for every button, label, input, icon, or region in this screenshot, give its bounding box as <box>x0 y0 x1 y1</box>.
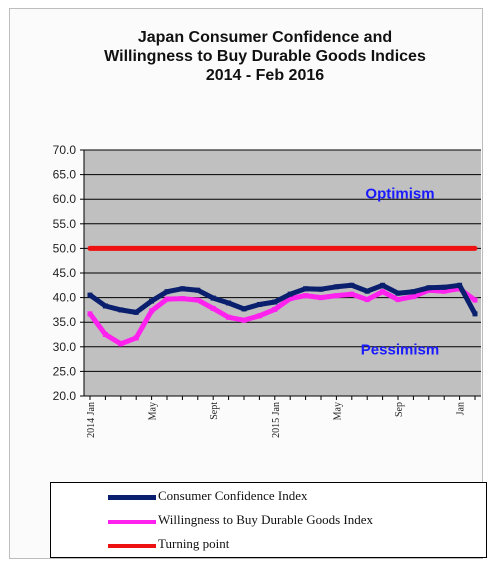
data-point-consumer-confidence-2014-02 <box>102 303 108 309</box>
data-point-durable-goods-2014-02 <box>102 332 108 337</box>
data-point-durable-goods-2015-08 <box>380 289 386 295</box>
data-point-durable-goods-2014-10 <box>226 314 232 320</box>
data-point-consumer-confidence-2015-06 <box>349 282 355 288</box>
data-point-durable-goods-2014-09 <box>210 305 216 311</box>
data-point-durable-goods-2015-10 <box>410 294 416 300</box>
y-tick-label-45.0: 45.0 <box>53 266 77 280</box>
legend-item-turning-point: Turning point <box>51 535 486 555</box>
y-tick-label-30.0: 30.0 <box>53 340 77 354</box>
data-point-durable-goods-2015-06 <box>349 291 355 297</box>
legend-item-durable-goods: Willingness to Buy Durable Goods Index <box>51 511 486 531</box>
data-point-durable-goods-2014-12 <box>256 313 262 319</box>
data-point-durable-goods-2015-03 <box>303 293 309 299</box>
data-point-durable-goods-2015-02 <box>287 296 293 302</box>
legend-item-consumer-confidence: Consumer Confidence Index <box>51 487 486 507</box>
data-point-durable-goods-2014-03 <box>118 341 124 347</box>
data-point-consumer-confidence-2014-08 <box>195 287 201 293</box>
data-point-durable-goods-2015-04 <box>318 295 324 301</box>
data-point-consumer-confidence-2014-04 <box>133 309 139 315</box>
data-point-consumer-confidence-2014-07 <box>179 286 185 292</box>
y-tick-label-40.0: 40.0 <box>53 291 77 305</box>
data-point-consumer-confidence-2014-12 <box>256 301 262 307</box>
data-point-consumer-confidence-2014-11 <box>241 306 247 312</box>
y-tick-label-35.0: 35.0 <box>53 315 77 329</box>
annotation-pessimism: Pessimism <box>361 341 439 358</box>
legend-label-turning-point: Turning point <box>158 536 230 551</box>
data-point-consumer-confidence-2015-03 <box>303 286 309 292</box>
legend-swatch-turning-point <box>108 544 156 548</box>
data-point-durable-goods-2015-01 <box>272 306 278 312</box>
x-tick-label-sept: Sept <box>209 402 220 420</box>
data-point-consumer-confidence-2016-02 <box>472 311 478 317</box>
legend-swatch-consumer-confidence <box>108 495 156 500</box>
data-point-consumer-confidence-2014-10 <box>226 300 232 306</box>
data-point-consumer-confidence-2014-09 <box>210 295 216 301</box>
data-point-durable-goods-2014-08 <box>195 297 201 303</box>
data-point-consumer-confidence-2015-02 <box>287 291 293 297</box>
chart-legend: Consumer Confidence Index Willingness to… <box>50 482 487 558</box>
legend-label-durable-goods: Willingness to Buy Durable Goods Index <box>158 512 374 527</box>
x-tick-label-may: May <box>332 402 343 420</box>
x-tick-label-sep: Sep <box>394 402 405 417</box>
x-tick-label-2014-jan: 2014 Jan <box>86 402 97 438</box>
data-point-durable-goods-2016-02 <box>472 297 478 303</box>
chart-title: Japan Consumer Confidence and Willingnes… <box>70 28 460 85</box>
annotation-optimism: Optimism <box>365 185 434 202</box>
x-tick-label-jan: Jan <box>456 402 467 415</box>
data-point-consumer-confidence-2014-05 <box>149 298 155 304</box>
y-tick-label-25.0: 25.0 <box>53 364 77 378</box>
data-point-consumer-confidence-2014-06 <box>164 289 170 295</box>
series-line-willingness-to-buy-durable-goods-index <box>87 286 478 347</box>
data-point-consumer-confidence-2015-10 <box>410 289 416 295</box>
data-point-durable-goods-2014-06 <box>164 296 170 302</box>
data-point-durable-goods-2014-11 <box>241 317 247 323</box>
data-point-durable-goods-2014-04 <box>133 335 139 341</box>
data-point-durable-goods-2015-12 <box>441 288 447 294</box>
line-chart: 20.0 25.0 30.0 35.0 40.0 45.0 50.0 55.0 60.0 65.0… <box>53 143 481 438</box>
x-tick-label-2015-jan: 2015 Jan <box>271 402 282 438</box>
data-point-durable-goods-2014-05 <box>149 308 155 314</box>
data-point-durable-goods-2015-05 <box>333 293 339 299</box>
legend-label-consumer-confidence: Consumer Confidence Index <box>158 488 308 503</box>
data-point-consumer-confidence-2015-08 <box>380 282 386 288</box>
chart-title-line-2: Willingness to Buy Durable Goods Indices <box>104 48 426 65</box>
y-tick-label-50.0: 50.0 <box>53 241 77 255</box>
data-point-consumer-confidence-2015-07 <box>364 288 370 294</box>
data-point-consumer-confidence-2015-01 <box>272 299 278 305</box>
legend-swatch-durable-goods <box>108 520 156 524</box>
chart-title-line-3: 2014 - Feb 2016 <box>205 67 325 84</box>
data-point-consumer-confidence-2014-03 <box>118 307 124 313</box>
data-point-consumer-confidence-2015-09 <box>395 290 401 296</box>
data-point-durable-goods-2015-09 <box>395 297 401 303</box>
series-line-consumer-confidence-index <box>87 282 478 317</box>
y-tick-label-20.0: 20.0 <box>53 389 77 403</box>
data-point-consumer-confidence-2016-01 <box>457 282 463 288</box>
data-point-consumer-confidence-2015-11 <box>426 285 432 291</box>
x-tick-label-may: May <box>148 402 159 420</box>
data-point-durable-goods-2014-07 <box>179 296 185 302</box>
data-point-durable-goods-2014-01 <box>87 311 93 317</box>
data-point-consumer-confidence-2015-05 <box>333 284 339 290</box>
data-point-durable-goods-2015-07 <box>364 297 370 303</box>
data-point-consumer-confidence-2014-01 <box>87 292 93 298</box>
y-tick-label-55.0: 55.0 <box>53 217 77 231</box>
data-point-consumer-confidence-2015-04 <box>318 286 324 292</box>
data-point-consumer-confidence-2015-12 <box>441 284 447 290</box>
y-tick-label-65.0: 65.0 <box>53 168 77 182</box>
y-tick-label-60.0: 60.0 <box>53 192 77 206</box>
y-tick-label-70.0: 70.0 <box>53 143 77 157</box>
chart-title-line-1: Japan Consumer Confidence and <box>137 29 393 46</box>
